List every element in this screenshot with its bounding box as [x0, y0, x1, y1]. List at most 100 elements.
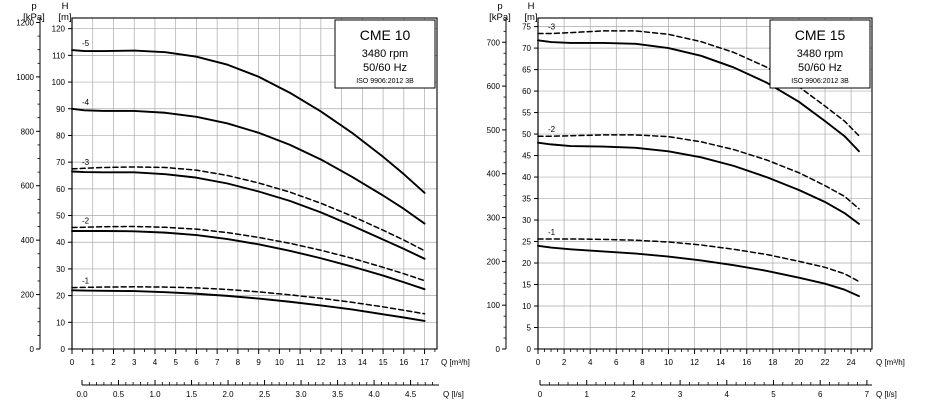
curve--5-50hz [71, 49, 426, 194]
curve-label-stage-3: -3 [82, 158, 90, 167]
q-m3h-tick-label: 4 [153, 358, 158, 367]
h-tick-label: 75 [522, 23, 531, 32]
q-m3h-tick-label: 2 [562, 358, 567, 367]
curve-label-stage-3: -3 [548, 22, 556, 31]
q-m3h-tick-label: 14 [358, 358, 367, 367]
q-ls-tick-label: 1 [584, 390, 589, 399]
curve-label-stage-2: -2 [82, 217, 90, 226]
p-tick-label: 500 [487, 126, 501, 135]
curve-group [537, 30, 860, 298]
grid-lines [72, 18, 437, 349]
q-m3h-tick-label: 12 [690, 358, 699, 367]
curve--1-60hz [71, 286, 426, 315]
p-tick-label: 1000 [16, 73, 34, 82]
p-tick-label: 1200 [16, 18, 34, 27]
chart-panel-cme15: -3 -2 -1 0 5 10 15 20 25 30 35 40 45 50 55 60 65 70 75 H [m]… [473, 0, 946, 416]
q-ls-axis: 0 1 2 3 4 5 6 7 Q [l/s] [538, 380, 897, 399]
p-axis-unit: [kPa] [489, 12, 511, 23]
q-ls-tick-label: 2.0 [222, 390, 234, 399]
q-m3h-axis-unit: Q [m³/h] [876, 358, 905, 367]
h-tick-label: 80 [56, 131, 65, 140]
h-axis-title: H [528, 1, 535, 12]
q-m3h-tick-label: 12 [316, 358, 325, 367]
h-tick-label: 10 [56, 318, 65, 327]
q-m3h-axis: 0 2 4 6 8 10 12 14 16 18 20 22 24 Q [m³/h] [536, 348, 905, 367]
p-tick-label: 800 [21, 127, 35, 136]
q-ls-tick-label: 2 [631, 390, 636, 399]
q-ls-tick-label: 0 [538, 390, 543, 399]
q-ls-axis: 0.0 0.5 1.0 1.5 2.0 2.5 3.0 3.5 4.0 4.5 Q [l/s] [76, 380, 464, 399]
curve--2-60hz [71, 225, 426, 282]
info-box-standard: ISO 9906:2012 3B [356, 78, 414, 85]
info-box-title: CME 10 [360, 27, 411, 43]
p-tick-label: 600 [21, 182, 35, 191]
h-tick-label: 50 [56, 212, 65, 221]
h-axis-unit: [m] [524, 12, 537, 23]
h-tick-label: 10 [522, 302, 531, 311]
q-ls-tick-label: 7 [865, 390, 870, 399]
h-tick-label: 110 [52, 51, 65, 60]
q-m3h-tick-label: 3 [132, 358, 137, 367]
curve--4-50hz [71, 107, 426, 225]
curve--3-50hz [71, 170, 426, 260]
info-box: CME 15 3480 rpm 50/60 Hz ISO 9906:2012 3B [769, 19, 871, 89]
h-tick-label: 100 [52, 78, 66, 87]
q-ls-tick-label: 3.0 [296, 390, 308, 399]
h-tick-label: 5 [527, 324, 532, 333]
h-tick-label: 20 [522, 259, 531, 268]
q-m3h-tick-label: 17 [420, 358, 429, 367]
h-tick-label: 25 [522, 238, 531, 247]
q-m3h-axis-unit: Q [m³/h] [441, 358, 470, 367]
curve--3-60hz [537, 30, 860, 137]
curve--1-50hz [71, 289, 426, 322]
q-ls-tick-label: 5 [771, 390, 776, 399]
curve-labels: -5 -4 -3 -2 -1 [82, 39, 90, 286]
h-axis-title: H [62, 1, 69, 12]
info-box-speed: 3480 rpm [362, 48, 408, 60]
curve-label-stage-5: -5 [82, 39, 90, 48]
q-ls-tick-label: 3 [678, 390, 683, 399]
curve-label-stage-1: -1 [548, 228, 556, 237]
q-m3h-tick-label: 5 [173, 358, 178, 367]
p-tick-label: 700 [487, 38, 501, 47]
p-axis-title: p [31, 1, 36, 12]
h-axis: 0 10 20 30 40 50 60 70 80 90 100 110 120 H[m] [52, 1, 73, 354]
curve-label-stage-2: -2 [548, 125, 556, 134]
q-m3h-tick-label: 16 [399, 358, 408, 367]
q-m3h-tick-label: 6 [614, 358, 619, 367]
p-tick-label: 0 [496, 345, 501, 354]
q-ls-axis-unit: Q [l/s] [443, 390, 464, 399]
q-m3h-tick-label: 10 [275, 358, 284, 367]
q-m3h-tick-label: 20 [794, 358, 803, 367]
q-m3h-tick-label: 14 [716, 358, 725, 367]
h-tick-label: 60 [522, 87, 531, 96]
p-tick-label: 300 [487, 214, 501, 223]
h-tick-label: 60 [56, 185, 65, 194]
curve-label-stage-1: -1 [82, 277, 90, 286]
q-m3h-tick-label: 9 [256, 358, 261, 367]
p-tick-label: 400 [487, 170, 501, 179]
q-ls-axis-unit: Q [l/s] [876, 390, 897, 399]
curve--1-60hz [537, 238, 860, 283]
p-axis: 0 100 200 300 400 500 600 700 p[kPa] [487, 1, 511, 354]
h-tick-label: 55 [522, 109, 531, 118]
h-tick-label: 30 [522, 216, 531, 225]
h-tick-label: 70 [56, 158, 65, 167]
info-box-title: CME 15 [795, 27, 846, 43]
q-m3h-tick-label: 2 [111, 358, 116, 367]
p-axis-unit: [kPa] [23, 12, 45, 23]
q-m3h-tick-label: 8 [640, 358, 645, 367]
q-m3h-tick-label: 4 [588, 358, 593, 367]
h-tick-label: 65 [522, 66, 531, 75]
p-tick-label: 100 [487, 301, 501, 310]
curve--3-50hz [537, 39, 860, 153]
h-tick-label: 20 [56, 292, 65, 301]
q-m3h-axis: 0 1 2 3 4 5 6 7 8 9 10 11 12 13 14 15 16 17 Q [m³/h] [70, 348, 470, 367]
h-tick-label: 0 [61, 345, 66, 354]
h-tick-label: 40 [56, 238, 65, 247]
p-tick-label: 400 [21, 236, 35, 245]
q-m3h-tick-label: 18 [768, 358, 777, 367]
curve-labels: -3 -2 -1 [548, 22, 556, 236]
info-box-speed: 3480 rpm [797, 48, 843, 60]
q-m3h-tick-label: 24 [847, 358, 856, 367]
